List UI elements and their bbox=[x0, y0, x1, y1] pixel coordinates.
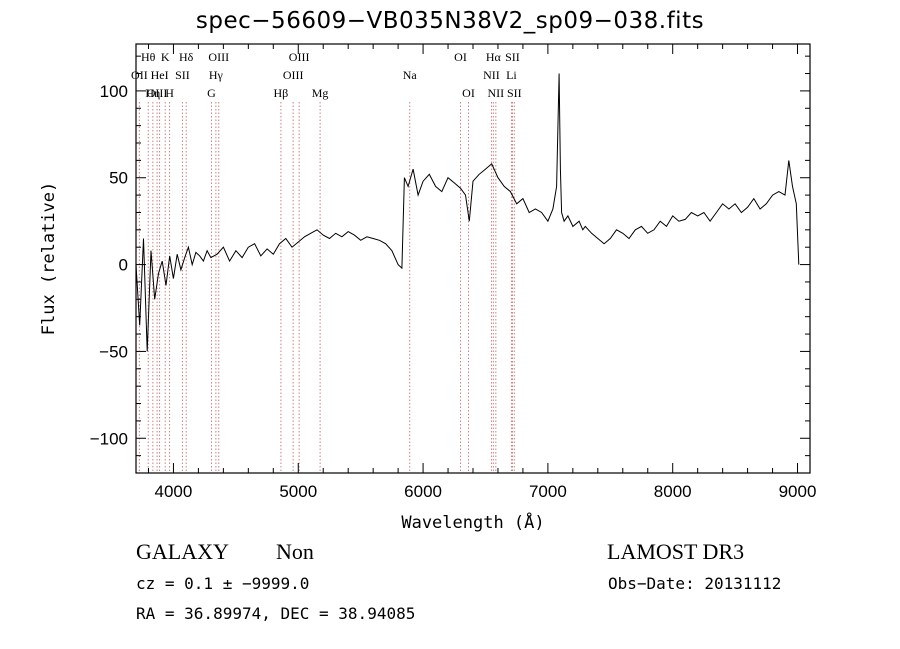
emission-line-markers bbox=[138, 102, 515, 473]
emission-line-label: OIII bbox=[289, 50, 310, 64]
emission-line-label: Hβ bbox=[274, 86, 289, 100]
emission-line-label: Mg bbox=[312, 86, 329, 100]
y-tick-label: 100 bbox=[100, 82, 128, 101]
emission-line-label: OIII bbox=[147, 86, 168, 100]
emission-line-label: Hγ bbox=[209, 68, 224, 82]
y-tick-label: −50 bbox=[99, 342, 128, 361]
class-label: GALAXY bbox=[136, 539, 229, 564]
spectrum-line bbox=[135, 73, 800, 352]
emission-line-label: Li bbox=[506, 68, 517, 82]
coordinates: RA = 36.89974, DEC = 38.94085 bbox=[136, 604, 416, 623]
emission-line-label: NII bbox=[488, 86, 505, 100]
emission-line-label: OIII bbox=[283, 68, 304, 82]
emission-line-label: Hη bbox=[145, 86, 160, 100]
obs-date: Obs−Date: 20131112 bbox=[608, 574, 782, 593]
emission-line-label: NII bbox=[483, 68, 500, 82]
y-tick-label: −100 bbox=[90, 429, 128, 448]
x-tick-label: 4000 bbox=[155, 482, 193, 501]
emission-line-label: OIII bbox=[208, 50, 229, 64]
emission-line-label: Hα bbox=[486, 50, 502, 64]
x-tick-label: 8000 bbox=[654, 482, 692, 501]
axis-ticks: 4000 5000 6000 7000 8000 9000 −100 −50 0 50 100 bbox=[90, 44, 817, 501]
emission-line-label: SII bbox=[507, 86, 522, 100]
emission-line-label: Hδ bbox=[179, 50, 194, 64]
emission-line-label: K bbox=[161, 50, 170, 64]
plot-frame bbox=[135, 43, 811, 474]
x-tick-label: 7000 bbox=[529, 482, 567, 501]
x-tick-label: 9000 bbox=[779, 482, 817, 501]
emission-line-label: OI bbox=[462, 86, 475, 100]
x-tick-label: 5000 bbox=[279, 482, 317, 501]
cz-value: cz = 0.1 ± −9999.0 bbox=[136, 574, 310, 593]
emission-line-label: SII bbox=[505, 50, 520, 64]
x-tick-label: 6000 bbox=[404, 482, 442, 501]
chart-title: spec−56609−VB035N38V2_sp09−038.fits bbox=[195, 8, 705, 34]
emission-line-label: HeI bbox=[151, 68, 169, 82]
x-axis-label: Wavelength (Å) bbox=[401, 511, 544, 533]
survey-label: LAMOST DR3 bbox=[607, 539, 745, 564]
emission-line-label: SII bbox=[175, 68, 190, 82]
emission-line-label: Na bbox=[403, 68, 418, 82]
y-tick-label: 0 bbox=[119, 256, 128, 275]
emission-line-label: OI bbox=[454, 50, 467, 64]
emission-line-labels: OII Hθ OIII HeI Hη K H Hδ SII OIII Hγ G OIII OIII Hβ Mg… bbox=[131, 50, 522, 100]
emission-line-label: Hθ bbox=[141, 50, 156, 64]
emission-line-label: H bbox=[165, 86, 174, 100]
y-axis-label: Flux (relative) bbox=[39, 182, 59, 336]
subclass-label: Non bbox=[276, 539, 314, 564]
y-tick-label: 50 bbox=[109, 169, 128, 188]
emission-line-label: G bbox=[207, 86, 216, 100]
emission-line-label: OII bbox=[131, 68, 148, 82]
